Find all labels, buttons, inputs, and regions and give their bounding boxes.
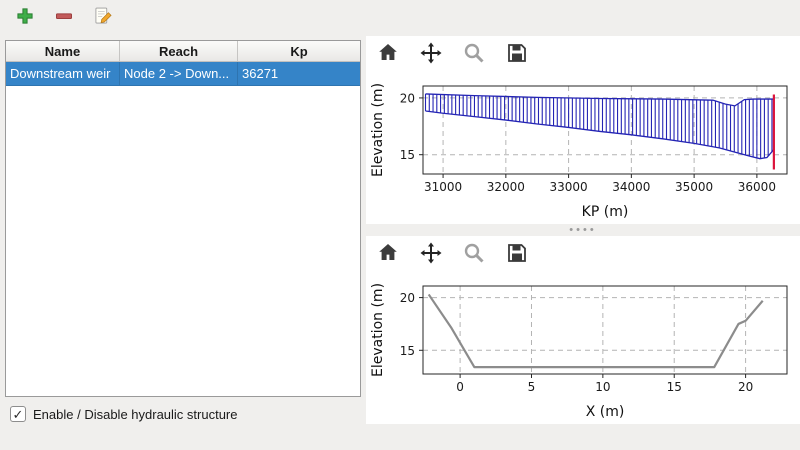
pan-button[interactable]	[418, 42, 444, 68]
app-toolbar	[0, 0, 800, 36]
table-row-selected[interactable]: Downstream weir Node 2 -> Down... 36271	[6, 62, 360, 86]
svg-text:15: 15	[400, 148, 415, 162]
zoom-button[interactable]	[461, 42, 487, 68]
zoom-button[interactable]	[461, 242, 487, 268]
edit-button[interactable]	[91, 6, 115, 30]
table-empty-area	[6, 86, 360, 396]
home-button[interactable]	[375, 242, 401, 268]
svg-text:34000: 34000	[612, 180, 650, 194]
save-button[interactable]	[504, 42, 530, 68]
svg-text:20: 20	[400, 291, 415, 305]
enable-checkbox-label[interactable]: Enable / Disable hydraulic structure	[33, 406, 238, 422]
svg-text:20: 20	[400, 91, 415, 105]
profile-chart-toolbar	[366, 36, 800, 74]
save-floppy-icon	[505, 41, 529, 70]
column-header-reach[interactable]: Reach	[120, 41, 238, 61]
svg-text:X (m): X (m)	[586, 404, 625, 420]
svg-text:20: 20	[738, 380, 753, 394]
cross-section-chart-toolbar	[366, 236, 800, 274]
column-header-name[interactable]: Name	[6, 41, 120, 61]
svg-text:33000: 33000	[550, 180, 588, 194]
table-header: Name Reach Kp	[6, 41, 360, 62]
cross-section-chart[interactable]: 0 5 10 15 20 15 20 X (m) Elevation (m)	[367, 274, 799, 424]
svg-text:15: 15	[667, 380, 682, 394]
svg-text:31000: 31000	[424, 180, 462, 194]
remove-button[interactable]	[52, 6, 76, 30]
charts-pane: 31000 32000 33000 34000 35000 36000 15 20 KP (m)…	[366, 36, 800, 450]
svg-text:15: 15	[400, 344, 415, 358]
cell-kp: 36271	[242, 66, 279, 81]
svg-text:KP (m): KP (m)	[582, 204, 629, 220]
chart-splitter[interactable]	[366, 224, 800, 236]
structures-pane: Name Reach Kp Downstream weir Node 2 -> …	[0, 36, 366, 450]
cross-section-chart-panel: 0 5 10 15 20 15 20 X (m) Elevation (m)	[366, 236, 800, 424]
svg-text:35000: 35000	[675, 180, 713, 194]
add-button[interactable]	[13, 6, 37, 30]
svg-text:5: 5	[528, 380, 536, 394]
save-button[interactable]	[504, 242, 530, 268]
minus-icon	[54, 6, 74, 31]
svg-text:0: 0	[456, 380, 464, 394]
enable-checkbox[interactable]: ✓	[10, 406, 26, 422]
svg-text:Elevation (m): Elevation (m)	[370, 283, 386, 377]
zoom-magnifier-icon	[462, 241, 486, 270]
svg-text:36000: 36000	[738, 180, 776, 194]
right-pane-filler	[366, 424, 800, 450]
home-button[interactable]	[375, 42, 401, 68]
profile-chart-panel: 31000 32000 33000 34000 35000 36000 15 20 KP (m)…	[366, 36, 800, 224]
pan-move-icon	[419, 241, 443, 270]
svg-text:32000: 32000	[487, 180, 525, 194]
structures-table: Name Reach Kp Downstream weir Node 2 -> …	[5, 40, 361, 397]
home-icon	[376, 241, 400, 270]
zoom-magnifier-icon	[462, 41, 486, 70]
home-icon	[376, 41, 400, 70]
save-floppy-icon	[505, 241, 529, 270]
svg-text:Elevation (m): Elevation (m)	[370, 83, 386, 177]
edit-pencil-icon	[93, 6, 113, 31]
column-header-kp[interactable]: Kp	[290, 43, 308, 59]
pan-button[interactable]	[418, 242, 444, 268]
profile-chart[interactable]: 31000 32000 33000 34000 35000 36000 15 20 KP (m)…	[367, 74, 799, 224]
svg-text:10: 10	[595, 380, 610, 394]
cell-reach: Node 2 -> Down...	[120, 62, 238, 85]
plus-icon	[15, 6, 35, 31]
profile-chart-svg: 31000 32000 33000 34000 35000 36000 15 20 KP (m)…	[370, 83, 788, 220]
cross-section-chart-svg: 0 5 10 15 20 15 20 X (m) Elevation (m)	[370, 283, 788, 420]
pan-move-icon	[419, 41, 443, 70]
cell-name: Downstream weir	[6, 62, 120, 85]
enable-structure-row: ✓ Enable / Disable hydraulic structure	[10, 406, 366, 422]
